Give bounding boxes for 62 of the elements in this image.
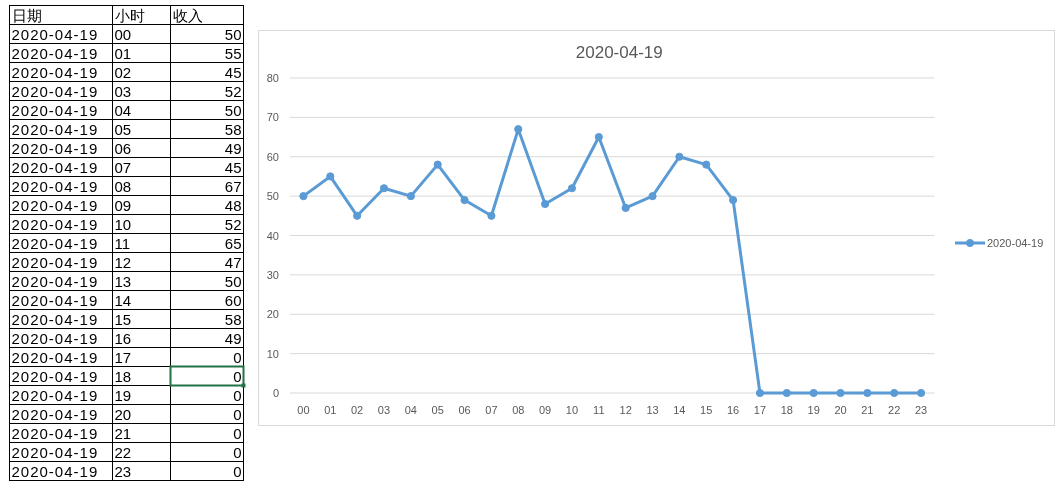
point — [541, 199, 550, 209]
y-tick-label: 0 — [272, 387, 279, 399]
x-tick-label: 01 — [324, 404, 337, 416]
x-tick-label: 19 — [807, 404, 820, 416]
legend-label: 2020-04-19 — [987, 237, 1044, 249]
x-tick-label: 13 — [646, 404, 659, 416]
y-tick-label: 60 — [266, 150, 279, 163]
x-tick-label: 22 — [888, 404, 901, 416]
x-tick-label: 20 — [834, 404, 847, 416]
y-tick-label: 40 — [266, 229, 279, 242]
point — [299, 192, 308, 201]
point — [916, 388, 926, 398]
x-tick-label: 05 — [431, 404, 444, 416]
x-tick-label: 12 — [619, 404, 632, 416]
x-tick-label: 04 — [404, 404, 417, 416]
chart-title: 2020-04-19 — [575, 43, 663, 62]
y-tick-label: 20 — [266, 308, 279, 321]
point — [406, 192, 415, 201]
point — [809, 388, 818, 398]
x-tick-label: 23 — [914, 404, 928, 416]
y-tick-label: 50 — [266, 190, 279, 203]
point — [567, 184, 577, 193]
point — [728, 195, 738, 205]
x-tick-label: 07 — [485, 404, 498, 416]
x-tick-label: 06 — [458, 404, 471, 416]
point — [675, 152, 684, 161]
point — [890, 388, 899, 398]
point — [648, 192, 657, 201]
x-tick-label: 03 — [377, 404, 391, 416]
point — [836, 388, 845, 398]
x-tick-label: 21 — [861, 404, 874, 416]
x-tick-label: 16 — [726, 404, 740, 416]
legend: 2020-04-19 — [955, 237, 1044, 249]
point — [782, 388, 791, 398]
x-tick-label: 08 — [512, 404, 525, 416]
x-tick-label: 17 — [753, 404, 767, 416]
x-tick-label: 10 — [565, 404, 579, 416]
point — [702, 160, 711, 169]
point — [755, 388, 765, 398]
point — [621, 203, 630, 213]
point — [487, 211, 496, 220]
y-tick-label: 30 — [266, 268, 279, 281]
x-tick-label: 11 — [593, 404, 605, 416]
x-tick-label: 02 — [351, 404, 364, 416]
y-tick-label: 10 — [266, 347, 279, 360]
point — [433, 160, 442, 169]
y-tick-label: 80 — [266, 72, 279, 84]
x-tick-label: 18 — [780, 404, 793, 416]
point — [514, 125, 523, 134]
chart: 2020-04-19 0 10 20 30 40 50 60 70 80 00 01 02 03 04 05 06 07 08 09 10 11 12 13 14 15 16 17 18 19 20 21 22 23 2020-04-19 — [258, 30, 1055, 426]
x-tick-label: 14 — [673, 404, 686, 416]
point — [353, 211, 362, 220]
y-tick-label: 70 — [266, 111, 279, 124]
point — [326, 172, 335, 181]
point — [863, 388, 872, 398]
point — [594, 132, 603, 142]
point — [460, 195, 469, 205]
x-tick-label: 15 — [700, 404, 713, 416]
data-table: 日期 小时 收入 2020-04-19 00 50 2020-04-19 01 55 2020-04-19 02 45 2020-04-19 03 52 2020-04-19 04 50 2020-04-19 05 58 2020-04-19 06 49 2020-04-19 07 45 2020-04-19 08 67 2020-04-19 09 48 2020-04-19 10 52 2020-04-19 11 65 2020-04-19 12 47 2020-04-19 13 50 2020-04-19 14 60 2020-04-19 15 58 2020-04-19 16 49 2020-04-19 17 0 2020-04-19 18 0 2020-04-19 19 0 2020-04-19 20 0 2020-04-19 21 0 2020-04-19 22 0 2020-04-19 23 0 — [9, 5, 246, 481]
x-tick-label: 09 — [538, 404, 552, 416]
point — [379, 184, 389, 193]
x-tick-label: 00 — [297, 404, 310, 416]
